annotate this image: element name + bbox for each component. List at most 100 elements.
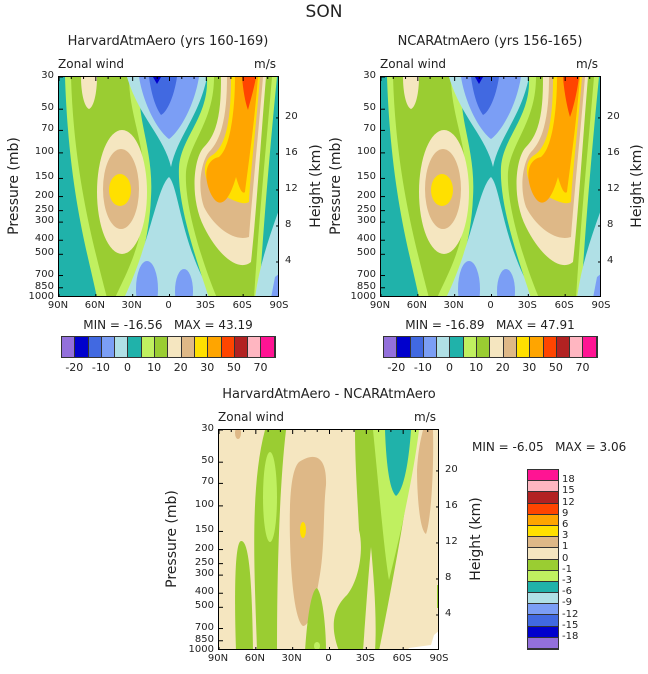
height-tick-label: 4 <box>445 607 452 619</box>
colorbar-swatch <box>234 337 249 357</box>
colorbar-label: -12 <box>562 608 579 620</box>
colorbar-swatch <box>528 559 558 571</box>
colorbar-swatch <box>181 337 195 357</box>
colorbar-swatch <box>543 337 557 357</box>
pressure-tick-label: 400 <box>34 233 54 245</box>
latitude-tick-label: 30N <box>443 300 464 311</box>
pressure-tick-label: 850 <box>194 633 214 645</box>
latitude-tick-label: 0 <box>165 300 172 311</box>
colorbar-label: 12 <box>562 496 575 508</box>
contour-region <box>475 77 483 84</box>
y-axis-label: Pressure (mb) <box>328 137 344 235</box>
colorbar-label: 10 <box>469 361 484 374</box>
pressure-tick-label: 700 <box>194 621 214 633</box>
colorbar-swatch <box>248 337 262 357</box>
pressure-tick-label: 150 <box>356 171 376 183</box>
y2-axis-label: Height (km) <box>468 497 484 581</box>
contour-region <box>153 77 161 84</box>
max-label: MAX = 47.91 <box>495 318 575 332</box>
latitude-tick-label: 90N <box>369 300 391 311</box>
colorbar-swatch <box>208 337 222 357</box>
pressure-tick-label: 500 <box>194 600 214 612</box>
contour-region <box>385 430 411 496</box>
pressure-tick-label: 30 <box>41 70 54 81</box>
colorbar-swatch <box>528 593 558 605</box>
pressure-tick-label: 150 <box>194 524 214 536</box>
latitude-tick-label: 0 <box>487 300 494 311</box>
pressure-tick-label: 70 <box>201 476 214 488</box>
height-tick-label: 8 <box>285 218 292 230</box>
colorbar-label: -18 <box>562 631 579 642</box>
contour-plot-harvard <box>58 76 279 297</box>
height-tick-label: 20 <box>607 110 620 122</box>
latitude-tick-label: 30S <box>517 300 537 311</box>
colorbar-swatch <box>528 492 558 504</box>
colorbar-swatch <box>528 503 558 515</box>
y2-axis-label: Height (km) <box>629 144 645 228</box>
colorbar-label: 0 <box>446 361 453 374</box>
contour-region <box>255 212 278 296</box>
colorbar-swatch <box>477 337 491 357</box>
pressure-tick-label: 850 <box>356 280 376 292</box>
pressure-tick-label: 300 <box>34 215 54 227</box>
colorbar-swatch <box>556 337 571 357</box>
min-label: MIN = -16.56 <box>83 318 163 332</box>
pressure-tick-label: 50 <box>201 455 214 467</box>
pressure-tick-label: 100 <box>34 145 54 157</box>
latitude-tick-label: 60N <box>406 300 427 311</box>
variable-label: Zonal wind <box>58 57 125 71</box>
pressure-tick-label: 400 <box>356 233 376 245</box>
contour-region <box>149 77 177 115</box>
colorbar-label: -6 <box>562 586 572 598</box>
colorbar-label: 70 <box>575 361 590 374</box>
variable-label: Zonal wind <box>380 57 447 71</box>
contour-plot-ncar <box>380 76 601 297</box>
height-tick-label: 20 <box>445 463 458 475</box>
latitude-tick-label: 60S <box>232 300 252 311</box>
colorbar-label: 50 <box>548 361 563 374</box>
colorbar-swatch <box>570 337 584 357</box>
colorbar-swatch <box>75 337 89 357</box>
min-max-label: MIN = -16.56 MAX = 43.19 <box>83 319 253 331</box>
colorbar-swatch <box>490 337 504 357</box>
pressure-tick-label: 30 <box>201 423 214 434</box>
max-label: MAX = 3.06 <box>555 440 627 454</box>
colorbar-swatch <box>155 337 169 357</box>
latitude-tick-label: 60S <box>554 300 574 311</box>
pressure-tick-label: 150 <box>34 171 54 183</box>
latitude-tick-label: 30N <box>121 300 142 311</box>
colorbar-label: 18 <box>562 474 575 486</box>
contour-region <box>235 430 241 439</box>
colorbar-label: -9 <box>562 597 572 609</box>
contour-region <box>363 547 376 649</box>
pressure-tick-label: 300 <box>356 215 376 227</box>
colorbar-swatch <box>115 337 129 357</box>
contour-region <box>300 522 306 538</box>
height-tick-label: 16 <box>445 499 458 511</box>
colorbar-label: 3 <box>562 530 569 542</box>
colorbar-label: 10 <box>147 361 162 374</box>
contour-region <box>109 174 131 206</box>
colorbar-swatch <box>528 470 558 482</box>
pressure-tick-label: 200 <box>356 189 376 201</box>
colorbar-label: -10 <box>91 361 110 374</box>
contour-region <box>314 642 320 649</box>
latitude-tick-label: 90N <box>207 653 229 664</box>
latitude-tick-label: 90S <box>429 653 449 664</box>
colorbar-swatch <box>384 337 398 357</box>
pressure-tick-label: 700 <box>34 268 54 280</box>
contour-region <box>593 274 600 296</box>
pressure-tick-label: 1000 <box>350 291 376 302</box>
height-tick-label: 12 <box>607 182 620 194</box>
colorbar-swatch <box>528 626 558 638</box>
colorbar-swatch <box>88 337 102 357</box>
contour-region <box>403 77 419 109</box>
colorbar-swatch <box>528 514 558 526</box>
colorbar-swatch <box>450 337 464 357</box>
contour-region <box>417 430 434 534</box>
contour-region <box>206 77 258 203</box>
contour-field <box>59 77 278 296</box>
contour-region <box>563 77 579 117</box>
colorbar-swatch <box>168 337 182 357</box>
colorbar-swatch <box>528 537 558 549</box>
